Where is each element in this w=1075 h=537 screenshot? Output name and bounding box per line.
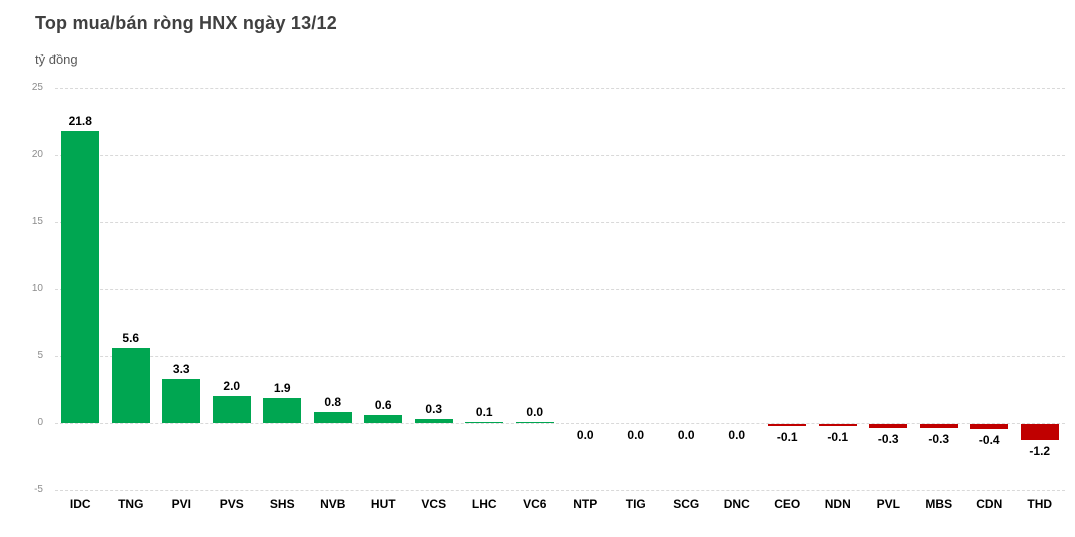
y-axis-unit-label: tỷ đồng	[35, 52, 78, 67]
x-axis-label-VC6: VC6	[523, 497, 547, 511]
x-axis-label-NTP: NTP	[573, 497, 598, 511]
value-label-NTP: 0.0	[576, 428, 594, 442]
y-axis-tick-label: 10	[31, 283, 43, 294]
y-axis-tick-label: 25	[31, 82, 43, 93]
bar-TNG	[111, 347, 150, 423]
value-label-NDN: -0.1	[827, 429, 849, 444]
value-label-SCG: 0.0	[677, 428, 695, 442]
x-axis-label-DNC: DNC	[723, 497, 750, 511]
bar-IDC	[61, 130, 100, 423]
value-label-VCS: 0.3	[425, 401, 443, 416]
bar-PVS	[212, 396, 251, 423]
value-label-PVL: -0.3	[877, 432, 899, 447]
value-label-TIG: 0.0	[627, 428, 645, 442]
x-axis-label-IDC: IDC	[69, 497, 91, 511]
x-axis-label-TIG: TIG	[625, 497, 646, 511]
x-axis-label-PVI: PVI	[171, 497, 191, 511]
gridline--5	[55, 490, 1065, 491]
value-label-CEO: -0.1	[776, 429, 798, 444]
bar-VCS	[414, 418, 453, 423]
gridline-15	[55, 222, 1065, 223]
value-label-NVB: 0.8	[324, 395, 342, 410]
bar-PVI	[162, 378, 201, 423]
y-axis-tick-label: 15	[31, 216, 43, 227]
x-axis-label-VCS: VCS	[421, 497, 447, 511]
bar-CDN	[970, 424, 1009, 430]
y-axis-tick-label: 20	[31, 149, 43, 160]
x-axis-label-TNG: TNG	[118, 497, 144, 511]
bar-PVL	[869, 424, 908, 429]
gridline-20	[55, 155, 1065, 156]
bar-NVB	[313, 412, 352, 423]
bar-CEO	[768, 424, 807, 426]
value-label-DNC: 0.0	[728, 428, 746, 442]
value-label-PVS: 2.0	[223, 379, 241, 394]
value-label-HUT: 0.6	[374, 397, 392, 412]
x-axis-label-NVB: NVB	[320, 497, 346, 511]
x-axis-label-PVS: PVS	[219, 497, 244, 511]
value-label-MBS: -0.3	[928, 432, 950, 447]
bar-VC6	[515, 421, 554, 423]
value-label-CDN: -0.4	[978, 433, 1000, 448]
bar-NDN	[818, 424, 857, 426]
chart-title: Top mua/bán ròng HNX ngày 13/12	[35, 13, 337, 33]
bar-LHC	[465, 421, 504, 423]
y-axis-tick-label: 5	[37, 350, 43, 361]
plot-area: 25 20 15 10 5 0 -5 21.8 5.6 3.3 2.0 1.9 0.8 0.6 0.3 0.1…	[32, 82, 1065, 495]
value-label-SHS: 1.9	[273, 380, 291, 395]
bar-MBS	[919, 424, 958, 429]
x-axis-label-SHS: SHS	[269, 497, 295, 511]
value-label-IDC: 21.8	[68, 113, 92, 128]
gridline-10	[55, 289, 1065, 290]
bar-SHS	[263, 397, 302, 423]
value-label-LHC: 0.1	[475, 404, 493, 419]
x-axis-label-SCG: SCG	[673, 497, 700, 511]
x-axis-label-HUT: HUT	[370, 497, 396, 511]
x-axis-label-CDN: CDN	[976, 497, 1003, 511]
value-label-PVI: 3.3	[172, 361, 190, 376]
bar-THD	[1020, 424, 1059, 441]
gridline-5	[55, 356, 1065, 357]
y-axis-tick-label: 0	[37, 417, 43, 428]
value-label-VC6: 0.0	[526, 404, 544, 419]
x-axis-label-NDN: NDN	[824, 497, 851, 511]
x-axis-label-MBS: MBS	[925, 497, 953, 511]
bar-HUT	[364, 414, 403, 423]
value-label-TNG: 5.6	[122, 330, 140, 345]
gridline-25	[55, 88, 1065, 89]
x-axis-label-LHC: LHC	[471, 497, 497, 511]
x-axis-label-THD: THD	[1027, 497, 1053, 511]
y-axis-tick-label: -5	[34, 484, 43, 495]
x-axis-label-PVL: PVL	[876, 497, 900, 511]
x-axis-label-CEO: CEO	[774, 497, 801, 511]
gridline-0	[55, 423, 1065, 424]
value-label-THD: -1.2	[1029, 444, 1051, 459]
